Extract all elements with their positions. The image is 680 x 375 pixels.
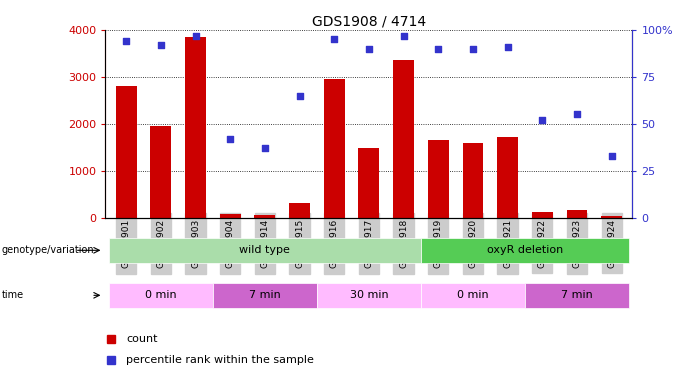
Bar [393, 60, 414, 217]
Point [190, 33, 201, 39]
Bar [220, 214, 241, 217]
Bar [358, 148, 379, 217]
Point [260, 145, 271, 151]
Point [156, 42, 167, 48]
Bar [289, 203, 310, 217]
Text: 7 min: 7 min [249, 290, 281, 300]
Text: count: count [126, 334, 158, 344]
Point [502, 44, 513, 50]
Point [432, 46, 443, 52]
Point [294, 93, 305, 99]
Title: GDS1908 / 4714: GDS1908 / 4714 [312, 15, 426, 29]
Point [606, 153, 617, 159]
Bar [317, 283, 421, 308]
Bar [566, 210, 588, 218]
Point [467, 46, 478, 52]
Point [329, 36, 340, 42]
Text: genotype/variation: genotype/variation [1, 245, 94, 255]
Point [398, 33, 409, 39]
Text: 30 min: 30 min [350, 290, 388, 300]
Text: wild type: wild type [239, 245, 290, 255]
Point [571, 111, 582, 117]
Point [225, 136, 236, 142]
Bar [421, 238, 629, 263]
Bar [462, 144, 483, 218]
Bar [213, 283, 317, 308]
Point [121, 38, 132, 44]
Text: time: time [1, 290, 24, 300]
Bar [254, 214, 275, 217]
Point [537, 117, 547, 123]
Bar [601, 216, 622, 217]
Bar [428, 140, 449, 218]
Bar [324, 79, 345, 218]
Bar [525, 283, 629, 308]
Text: 0 min: 0 min [457, 290, 489, 300]
Text: 7 min: 7 min [561, 290, 593, 300]
Bar [116, 86, 137, 218]
Bar [421, 283, 525, 308]
Bar [150, 126, 171, 218]
Bar [109, 283, 213, 308]
Bar [532, 212, 553, 217]
Point [363, 46, 374, 52]
Text: 0 min: 0 min [145, 290, 177, 300]
Bar [109, 238, 421, 263]
Text: oxyR deletion: oxyR deletion [487, 245, 563, 255]
Text: percentile rank within the sample: percentile rank within the sample [126, 355, 314, 365]
Bar [185, 37, 206, 218]
Bar [497, 137, 518, 218]
